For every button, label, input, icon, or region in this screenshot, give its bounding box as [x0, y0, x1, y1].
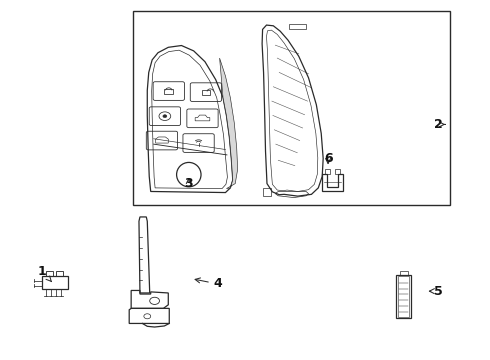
Circle shape	[163, 115, 167, 118]
Bar	[400, 271, 408, 275]
Bar	[396, 275, 411, 318]
Text: 1: 1	[38, 265, 51, 282]
Text: 4: 4	[195, 278, 222, 291]
Text: 6: 6	[324, 152, 332, 165]
Text: 5: 5	[429, 285, 442, 298]
Polygon shape	[220, 58, 238, 189]
Bar	[263, 188, 271, 196]
Bar	[335, 169, 340, 174]
Bar	[164, 89, 173, 94]
Text: 3: 3	[185, 177, 193, 190]
Bar	[46, 271, 53, 276]
Bar	[325, 169, 330, 174]
Bar	[42, 276, 68, 289]
Bar	[56, 271, 63, 276]
Bar	[133, 12, 450, 205]
Bar	[290, 24, 306, 30]
Text: 2: 2	[434, 118, 445, 131]
Bar	[398, 276, 409, 317]
Bar	[201, 90, 210, 95]
